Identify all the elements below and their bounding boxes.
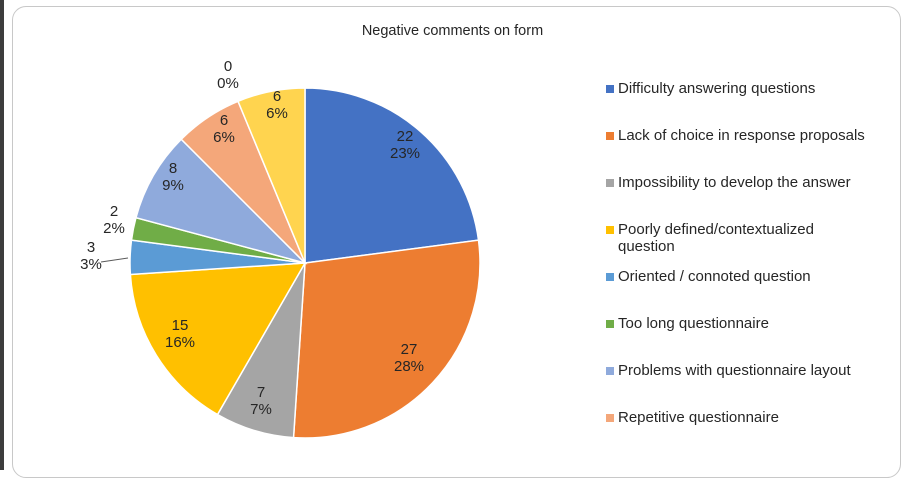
data-label-problems-with-questionnaire-layout: 8 9% [162, 160, 184, 194]
pie-slice-problems-with-questionnaire-layout [135, 138, 308, 265]
legend-swatch [606, 132, 614, 140]
legend-swatch [606, 367, 614, 375]
data-label-repetitive-questionnaire: 6 6% [213, 112, 235, 146]
legend-swatch [606, 179, 614, 187]
data-label-too-long-questionnaire: 2 2% [103, 203, 125, 237]
pie-slice-difficulty-answering-questions [304, 87, 480, 264]
legend-swatch [606, 320, 614, 328]
legend-label: Too long questionnaire [618, 315, 769, 332]
legend-label: Lack of choice in response proposals [618, 127, 865, 144]
data-label-oriented-connoted-question: 3 3% [80, 239, 102, 273]
legend-swatch [606, 414, 614, 422]
data-label-lack-of-choice-in-response-proposals: 27 28% [394, 341, 424, 375]
data-label-impossibility-to-develop-the-answer: 7 7% [250, 384, 272, 418]
leader-line [100, 257, 129, 263]
legend-swatch [606, 85, 614, 93]
chart-title: Negative comments on form [361, 23, 544, 39]
pie-slice-poorly-defined-contextualized-question [129, 262, 307, 416]
legend-label: Impossibility to develop the answer [618, 174, 851, 191]
legend-label: Repetitive questionnaire [618, 409, 779, 426]
legend-swatch [606, 273, 614, 281]
data-label-difficulty-answering-questions: 22 23% [390, 128, 420, 162]
pie-slice-lack-of-choice-in-response-proposals [292, 239, 481, 439]
pie-slice-unlabeled-9 [237, 87, 306, 264]
legend-swatch [606, 226, 614, 234]
data-label-unlabeled-8: 0 0% [217, 58, 239, 92]
legend-label: Problems with questionnaire layout [618, 362, 851, 379]
legend-label: Oriented / connoted question [618, 268, 811, 285]
legend-label: Poorly defined/contextualized question [618, 221, 814, 255]
legend-label: Difficulty answering questions [618, 80, 816, 97]
left-edge-bar [0, 0, 4, 470]
data-label-unlabeled-9: 6 6% [266, 88, 288, 122]
data-label-poorly-defined-contextualized-question: 15 16% [165, 317, 195, 351]
